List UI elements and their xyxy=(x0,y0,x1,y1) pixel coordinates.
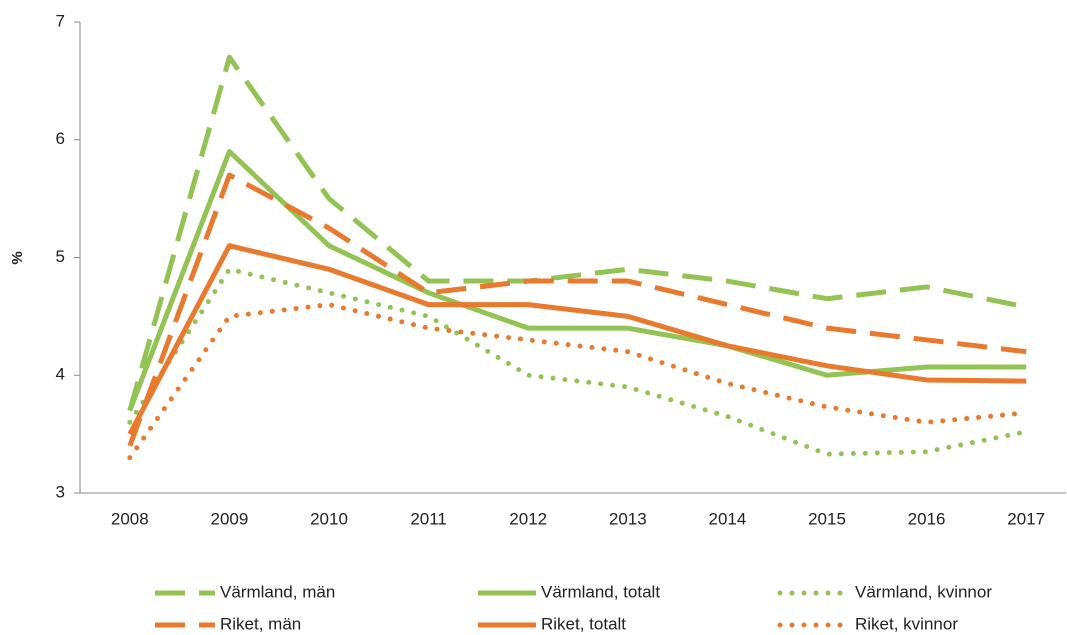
legend-label: Riket, kvinnor xyxy=(855,614,958,633)
y-axis-label: % xyxy=(9,251,26,264)
legend-label: Värmland, män xyxy=(220,582,335,601)
y-tick-label: 7 xyxy=(56,11,65,30)
series-line xyxy=(127,172,1027,447)
x-tick-label: 2010 xyxy=(310,509,348,528)
series-line xyxy=(127,243,1027,436)
x-tick-label: 2012 xyxy=(509,509,547,528)
y-tick-label: 4 xyxy=(56,365,65,384)
x-tick-label: 2014 xyxy=(708,509,746,528)
legend-label: Värmland, kvinnor xyxy=(855,582,992,601)
x-tick-label: 2015 xyxy=(808,509,846,528)
legend-label: Riket, män xyxy=(220,614,301,633)
x-tick-label: 2008 xyxy=(111,509,149,528)
x-tick-label: 2009 xyxy=(210,509,248,528)
series-line xyxy=(127,266,1029,457)
series-line xyxy=(127,302,1029,461)
x-tick-label: 2016 xyxy=(908,509,946,528)
y-tick-label: 3 xyxy=(56,482,65,501)
x-tick-label: 2017 xyxy=(1007,509,1045,528)
x-tick-label: 2011 xyxy=(410,509,447,528)
x-tick-label: 2013 xyxy=(609,509,647,528)
legend-label: Riket, totalt xyxy=(541,614,626,633)
y-tick-label: 5 xyxy=(56,247,65,266)
y-tick-label: 6 xyxy=(56,129,65,148)
series-line xyxy=(127,54,1027,412)
legend-label: Värmland, totalt xyxy=(541,582,660,601)
